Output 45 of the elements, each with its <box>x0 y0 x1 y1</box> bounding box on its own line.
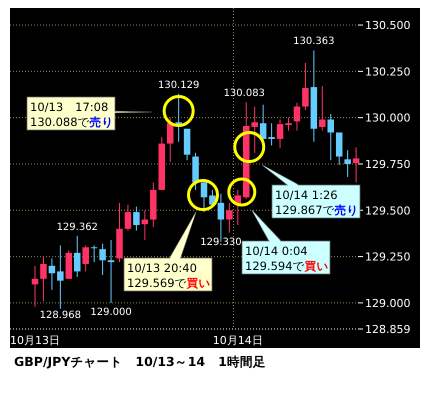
annotation: 129.000 <box>90 307 132 318</box>
candlestick <box>328 113 334 161</box>
candlestick <box>319 86 326 132</box>
annotation: 10/13 17:08 130.088で売り <box>30 100 114 129</box>
annotation: 10/14 1:26 129.867で売り <box>275 188 359 217</box>
x-tick-label: 10月14日 <box>212 334 263 347</box>
y-tick-label: 129.750 <box>365 158 410 171</box>
annotation: 130.083 <box>224 88 265 99</box>
candlestick <box>166 117 174 163</box>
annotation: 128.968 <box>40 310 82 321</box>
annotation: 129.330 <box>200 237 242 248</box>
candlestick <box>48 258 56 290</box>
x-tick-label: 10月13日 <box>10 334 60 347</box>
y-tick-label: 130.000 <box>365 112 410 125</box>
candlestick <box>285 117 292 132</box>
y-tick-label: 130.250 <box>365 65 410 78</box>
annotation: 10/14 0:04 129.594で買い <box>245 244 329 273</box>
candlestick <box>268 122 275 146</box>
y-tick-label: 128.859 <box>365 323 410 336</box>
candlestick <box>57 244 64 310</box>
y-tick-label: 129.250 <box>365 250 410 264</box>
candlestick <box>226 202 233 233</box>
y-tick-label: 129.500 <box>365 204 410 218</box>
y-tick-label: 130.500 <box>365 19 410 32</box>
annotation: 10/13 20:40 129.569で買い <box>127 261 211 290</box>
annotation: 130.129 <box>158 80 200 91</box>
candlestick <box>40 256 47 302</box>
candlestick <box>352 146 360 183</box>
y-tick-label: 129.000 <box>365 296 410 310</box>
candlestick <box>133 206 140 232</box>
annotation: 130.363 <box>293 36 335 47</box>
candlestick <box>251 106 258 154</box>
candlestick <box>124 204 132 232</box>
annotation: 129.362 <box>56 222 98 233</box>
candlestick <box>344 150 351 178</box>
candlestick <box>294 102 300 132</box>
candlestick <box>276 119 284 149</box>
candlestick <box>302 62 309 111</box>
candlestick <box>99 243 106 276</box>
candlestick <box>74 235 80 278</box>
candlestick <box>32 265 38 308</box>
candlestick <box>260 104 266 140</box>
candlestick <box>82 244 89 272</box>
text: GBP/JPYチャート 10/13～14 1時間足 <box>14 354 266 369</box>
candlestick <box>142 210 148 240</box>
